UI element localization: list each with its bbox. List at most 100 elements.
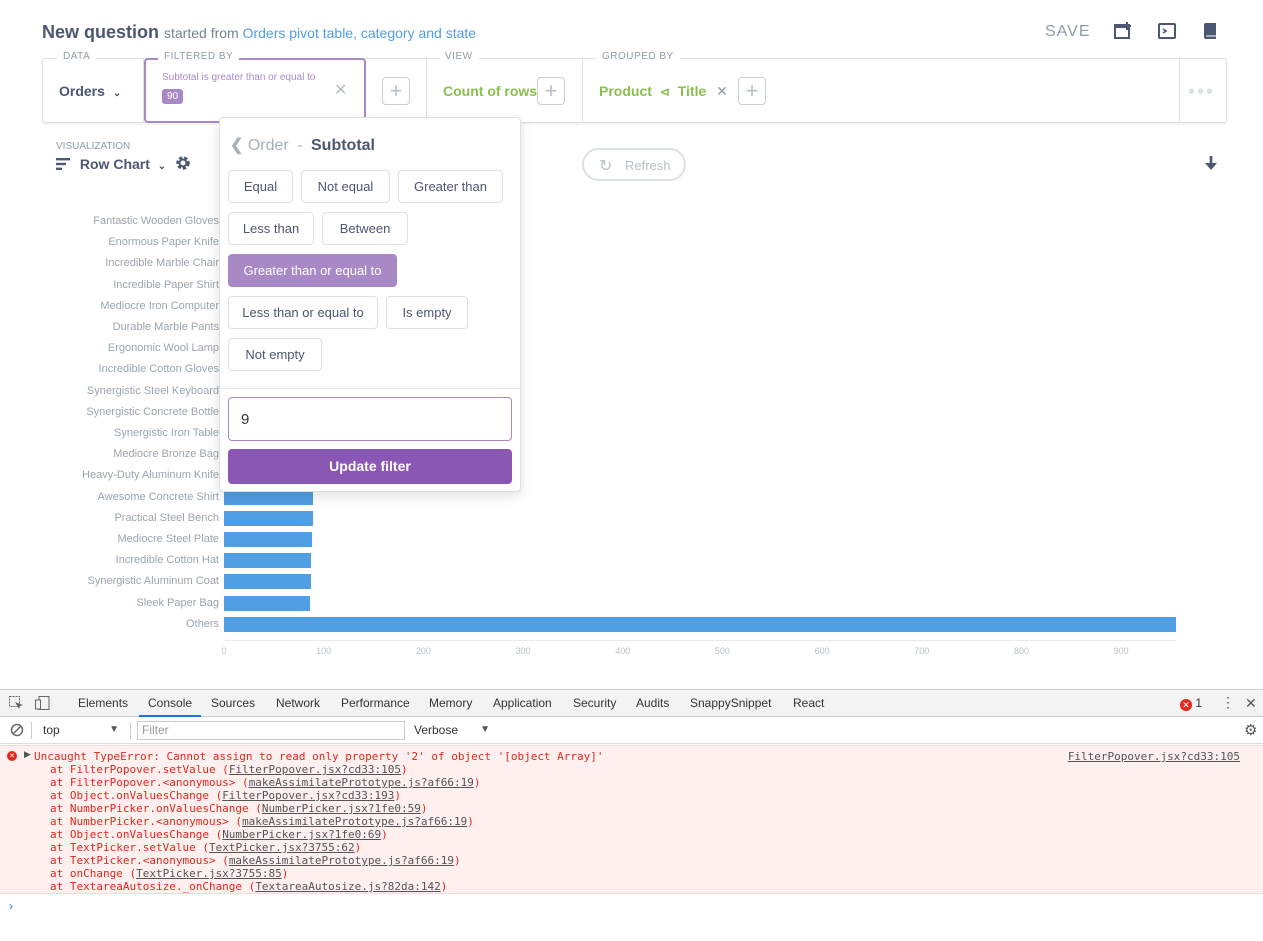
stack-frame-function: at Object.onValuesChange ( (50, 828, 223, 841)
stack-frame-end: ) (394, 789, 401, 802)
device-toolbar-icon[interactable] (35, 696, 50, 715)
breakout-pill[interactable]: Product ⊲ Title ✕ (599, 83, 728, 100)
stack-frame: at FilterPopover.<anonymous> (makeAssimi… (50, 776, 480, 789)
add-filter-button[interactable]: + (382, 77, 410, 105)
y-tick-label: Fantastic Wooden Gloves (93, 215, 219, 227)
chevron-down-icon: ⌄ (157, 161, 167, 172)
close-icon[interactable]: ✕ (716, 83, 728, 99)
stack-frame-link[interactable]: FilterPopover.jsx?cd33:193 (222, 789, 395, 802)
more-options-icon[interactable]: ••• (1188, 81, 1216, 103)
aggregation-value[interactable]: Count of rows (443, 83, 538, 99)
stack-frame-function: at NumberPicker.<anonymous> ( (50, 815, 243, 828)
grouped-by-label: GROUPED BY (596, 51, 680, 62)
divider (31, 722, 32, 739)
download-icon[interactable] (1204, 155, 1218, 178)
data-source-picker[interactable]: Orders ⌄ (59, 83, 121, 99)
close-icon[interactable]: ✕ (1245, 695, 1257, 711)
stack-frame-end: ) (401, 763, 408, 776)
operator-less-than[interactable]: Less than (228, 212, 314, 245)
save-button[interactable]: SAVE (1045, 23, 1091, 40)
filter-value-input[interactable] (228, 397, 512, 441)
devtools-tab-security[interactable]: Security (573, 696, 617, 710)
stack-frame: at Object.onValuesChange (NumberPicker.j… (50, 828, 388, 841)
operator-not-empty[interactable]: Not empty (228, 338, 322, 371)
close-icon[interactable]: ✕ (334, 82, 348, 99)
operator-equal[interactable]: Equal (228, 170, 293, 203)
stack-frame-link[interactable]: makeAssimilatePrototype.js?af66:19 (228, 854, 454, 867)
popover-field: Subtotal (311, 137, 375, 154)
devtools-tab-audits[interactable]: Audits (636, 696, 670, 710)
context-selector[interactable]: top ▼ (43, 723, 119, 737)
devtools-tab-memory[interactable]: Memory (429, 696, 473, 710)
add-aggregation-button[interactable]: + (537, 77, 565, 105)
stack-frame-link[interactable]: TextPicker.jsx?3755:62 (208, 841, 355, 854)
source-question-link[interactable]: Orders pivot table, category and state (242, 25, 477, 41)
devtools-tab-network[interactable]: Network (276, 696, 321, 710)
operator-between[interactable]: Between (322, 212, 408, 245)
expand-triangle-icon[interactable]: ▶ (24, 750, 31, 760)
breakout-field: Title (677, 83, 707, 99)
back-icon[interactable]: ❮ (230, 137, 244, 154)
chart-bar[interactable] (224, 532, 312, 547)
chart-bar[interactable] (224, 616, 1176, 632)
y-tick-label: Mediocre Steel Plate (117, 533, 220, 545)
data-source-label: Orders (59, 83, 105, 99)
y-tick-label: Practical Steel Bench (114, 511, 219, 524)
stack-frame-link[interactable]: NumberPicker.jsx?1fe0:59 (261, 802, 421, 815)
sql-icon[interactable] (1158, 22, 1176, 40)
devtools-tab-elements[interactable]: Elements (78, 696, 129, 710)
devtools-tab-react[interactable]: React (793, 696, 825, 710)
devtools-tab-snappysnippet[interactable]: SnappySnippet (690, 696, 772, 710)
devtools-tab-application[interactable]: Application (493, 696, 552, 710)
y-tick-label: Synergistic Steel Keyboard (86, 384, 219, 397)
error-count-badge[interactable]: ✕ 1 (1180, 696, 1202, 711)
more-vertical-icon[interactable]: ⋮ (1221, 694, 1235, 710)
add-breakout-button[interactable]: + (738, 77, 766, 105)
visualization-type-picker[interactable]: Row Chart ⌄ (56, 156, 166, 173)
context-label: top (43, 723, 60, 737)
operator-not-equal[interactable]: Not equal (301, 170, 390, 203)
page-title: New question (42, 22, 160, 42)
gear-icon[interactable]: ⚙ (1244, 722, 1258, 739)
add-to-dashboard-icon[interactable] (1114, 22, 1132, 40)
row-chart-icon (56, 157, 70, 173)
operator-less-than-or-equal[interactable]: Less than or equal to (228, 296, 378, 329)
chevron-down-icon: ⌄ (112, 88, 122, 99)
log-level-selector[interactable]: Verbose ▼ (414, 723, 490, 737)
operator-is-empty[interactable]: Is empty (386, 296, 468, 329)
chart-bar[interactable] (224, 574, 311, 590)
x-tick-label: 400 (615, 646, 631, 656)
stack-frame-end: ) (281, 867, 289, 880)
console-filter-input[interactable]: Filter (137, 721, 405, 740)
operator-greater-than-or-equal[interactable]: Greater than or equal to (228, 254, 397, 287)
chart-bar[interactable] (224, 553, 311, 569)
stack-frame-function: at FilterPopover.setValue ( (50, 763, 229, 776)
devtools-tab-console[interactable]: Console (148, 696, 193, 710)
chart-bar[interactable] (224, 595, 310, 611)
stack-frame-link[interactable]: TextareaAutosize.js?82da:142 (255, 880, 441, 893)
devtools-tab-sources[interactable]: Sources (211, 696, 256, 710)
gear-icon[interactable] (174, 154, 192, 177)
reference-book-icon[interactable] (1202, 22, 1220, 40)
filter-value-badge: 90 (162, 89, 184, 104)
y-tick-label: Incredible Marble Chair (105, 257, 219, 270)
filter-pill[interactable]: Subtotal is greater than or equal to 90 … (144, 58, 366, 123)
update-filter-button[interactable]: Update filter (228, 449, 512, 484)
refresh-button[interactable]: ↻ Refresh (582, 148, 686, 181)
devtools-tab-performance[interactable]: Performance (341, 696, 410, 710)
stack-frame-link[interactable]: TextPicker.jsx?3755:85 (136, 867, 282, 880)
popover-entity[interactable]: Order (247, 137, 289, 154)
chart-bar[interactable] (224, 510, 313, 526)
inspect-element-icon[interactable] (9, 696, 24, 715)
stack-frame-link[interactable]: makeAssimilatePrototype.js?af66:19 (242, 815, 468, 828)
active-tab-indicator (139, 715, 201, 717)
console-prompt-icon[interactable]: › (9, 899, 13, 913)
stack-frame-function: at TextPicker.<anonymous> ( (50, 854, 229, 867)
stack-frame-link[interactable]: makeAssimilatePrototype.js?af66:19 (248, 776, 474, 789)
operator-greater-than[interactable]: Greater than (398, 170, 503, 203)
stack-frame-link[interactable]: NumberPicker.jsx?1fe0:69 (222, 828, 382, 841)
stack-frame-link[interactable]: FilterPopover.jsx?cd33:105 (228, 763, 401, 776)
error-source-link[interactable]: FilterPopover.jsx?cd33:105 (1067, 750, 1240, 763)
x-tick-label: 200 (415, 646, 431, 656)
clear-console-icon[interactable] (10, 723, 24, 742)
